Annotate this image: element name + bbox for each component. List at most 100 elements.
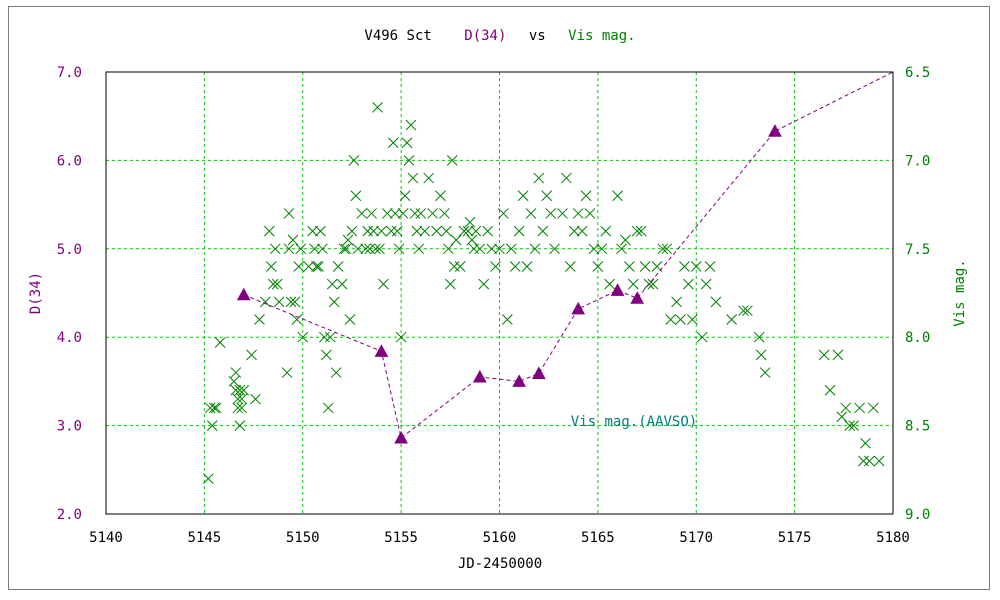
vis-mag-point	[267, 278, 279, 290]
vis-mag-point	[631, 225, 643, 237]
vis-mag-point	[458, 225, 470, 237]
d34-point	[768, 124, 782, 137]
vis-mag-point	[624, 261, 635, 272]
vis-mag-point	[665, 314, 677, 325]
vis-mag-point	[324, 331, 336, 343]
d34-point	[610, 283, 625, 296]
vis-mag-point	[683, 278, 694, 290]
vis-mag-point	[360, 243, 372, 255]
vis-mag-point	[549, 243, 560, 255]
vis-mag-point	[232, 393, 244, 405]
vis-mag-point	[281, 367, 293, 378]
vis-mag-point	[238, 384, 250, 396]
vis-mag-point	[413, 243, 425, 255]
vis-mag-point	[283, 208, 295, 219]
vis-mag-point	[836, 411, 848, 423]
vis-mag-point	[407, 172, 419, 184]
title-vis-mag: Vis mag.	[568, 28, 635, 44]
vis-mag-point	[600, 225, 612, 237]
vis-mag-point	[505, 243, 517, 255]
vis-mag-point	[342, 234, 354, 246]
vis-mag-series	[202, 102, 885, 484]
vis-mag-point	[321, 349, 332, 361]
vis-mag-point	[387, 137, 399, 149]
vis-mag-point	[381, 208, 393, 219]
x-tick-label: 5175	[778, 530, 812, 546]
y-right-tick-label: 6.5	[905, 65, 930, 81]
vis-mag-point	[287, 234, 299, 246]
d34-line	[243, 71, 894, 439]
vis-mag-point	[307, 225, 318, 237]
y-right-tick-label: 8.0	[905, 330, 930, 346]
vis-mag-point	[596, 243, 608, 255]
vis-mag-point	[208, 402, 220, 414]
title-vs: vs	[529, 28, 546, 44]
y-left-axis-label: D(34)	[28, 272, 44, 314]
vis-mag-point	[509, 261, 521, 272]
vis-mag-point	[352, 243, 364, 255]
vis-mag-point	[346, 225, 358, 237]
vis-mag-point	[385, 225, 397, 237]
y-left-tick-label: 4.0	[57, 330, 82, 346]
vis-mag-point	[350, 190, 362, 202]
x-tick-label: 5180	[876, 530, 910, 546]
vis-mag-point	[285, 296, 297, 308]
vis-mag-point	[378, 278, 389, 290]
vis-mag-point	[230, 367, 242, 378]
vis-mag-point	[336, 278, 348, 290]
vis-mag-point	[710, 296, 722, 308]
vis-mag-point	[462, 225, 474, 237]
vis-mag-point	[204, 402, 216, 414]
vis-mag-point	[362, 225, 374, 237]
x-tick-label: 5145	[188, 530, 222, 546]
vis-mag-point	[435, 190, 446, 202]
vis-mag-point	[273, 296, 285, 308]
vis-mag-point	[818, 349, 830, 361]
vis-mag-point	[464, 216, 476, 228]
vis-mag-point	[399, 190, 411, 202]
vis-mag-point	[592, 261, 604, 272]
vis-mag-point	[295, 243, 307, 255]
vis-mag-point	[411, 225, 423, 237]
vis-mag-point	[291, 314, 303, 325]
vis-mag-point	[647, 278, 659, 290]
vis-mag-point	[234, 420, 246, 431]
title-d34: D(34)	[464, 28, 506, 44]
vis-mag-point	[671, 296, 682, 308]
d34-point	[630, 291, 645, 304]
vis-mag-point	[580, 190, 592, 202]
vis-mag-point	[423, 172, 435, 184]
vis-mag-point	[439, 208, 450, 219]
vis-mag-point	[690, 261, 702, 272]
vis-mag-point	[657, 243, 669, 255]
vis-mag-point	[236, 402, 248, 414]
vis-mag-point	[513, 225, 525, 237]
vis-mag-point	[755, 349, 767, 361]
vis-mag-point	[303, 261, 315, 272]
vis-mag-point	[393, 243, 405, 255]
vis-mag-point	[661, 243, 673, 255]
vis-mag-point	[604, 278, 616, 290]
y-left-tick-label: 7.0	[57, 65, 82, 81]
x-tick-label: 5140	[89, 530, 123, 546]
vis-mag-point	[210, 402, 222, 414]
vis-mag-point	[525, 208, 537, 219]
vis-mag-point	[679, 261, 690, 272]
d34-series	[236, 71, 894, 444]
vis-mag-point	[370, 243, 381, 255]
x-tick-label: 5165	[581, 530, 615, 546]
vis-mag-point	[616, 243, 627, 255]
vis-mag-annotation: Vis mag.(AAVSO)	[571, 414, 697, 430]
vis-mag-point	[283, 243, 295, 255]
vis-mag-point	[230, 384, 242, 396]
vis-mag-point	[236, 393, 248, 405]
vis-mag-point	[401, 137, 413, 149]
vis-mag-point	[374, 243, 385, 255]
d34-point	[512, 374, 527, 387]
vis-mag-point	[486, 243, 497, 255]
grid-lines	[106, 72, 893, 514]
x-tick-label: 5150	[286, 530, 320, 546]
vis-mag-point	[620, 234, 631, 246]
vis-mag-point	[250, 393, 261, 405]
